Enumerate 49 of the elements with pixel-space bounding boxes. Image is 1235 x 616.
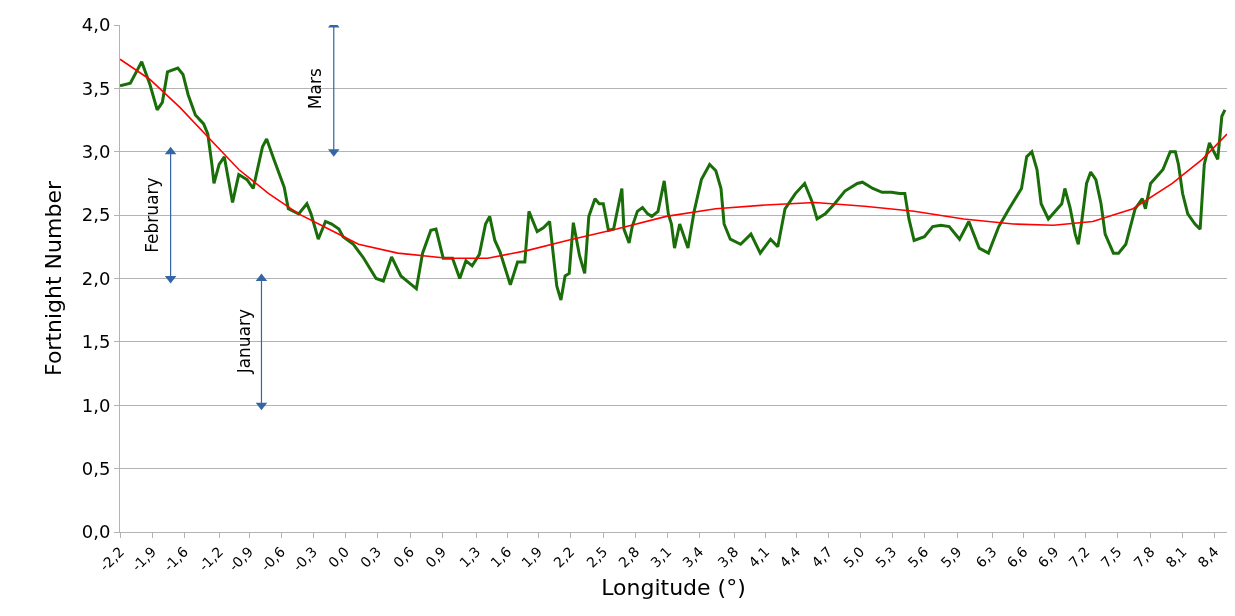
y-tick-label: 1,5	[81, 331, 111, 353]
x-tick-label: 3,1	[647, 543, 675, 571]
x-tick-label: 2,5	[583, 543, 611, 571]
y-axis-title: Fortnight Number	[40, 180, 66, 376]
x-tick-label: -2,2	[96, 543, 128, 575]
y-tick-label: 2,5	[81, 204, 111, 226]
x-tick-label: 8,4	[1194, 543, 1222, 571]
y-tick-label: 4,0	[81, 14, 111, 36]
x-axis-title: Longitude (°)	[601, 575, 746, 601]
x-tick-label: 4,4	[776, 543, 804, 571]
x-tick-label: -1,2	[195, 543, 227, 575]
x-tick-label: 5,6	[904, 543, 932, 571]
x-tick-label: -1,6	[160, 543, 192, 575]
x-tick-label: 6,9	[1034, 543, 1062, 571]
x-tick-label: 7,5	[1097, 543, 1125, 571]
x-tick-label: -0,3	[289, 543, 321, 575]
x-tick-label: 1,3	[456, 543, 484, 571]
x-tick-label: -0,9	[225, 543, 257, 575]
x-tick-label: 3,8	[714, 543, 742, 571]
annotation: January	[233, 308, 254, 375]
x-tick-label: 1,6	[487, 543, 515, 571]
y-tick-label: 0,0	[81, 521, 111, 543]
y-tick-label: 3,5	[81, 77, 111, 99]
x-tick-label: 2,2	[550, 543, 578, 571]
x-tick-label: 4,1	[745, 543, 773, 571]
x-tick-label: 8,1	[1162, 543, 1190, 571]
x-tick-label: 0,0	[325, 543, 353, 571]
x-tick-label: 0,9	[422, 543, 450, 571]
x-tick-label: -1,9	[128, 543, 160, 575]
x-tick-label: 0,6	[390, 543, 418, 571]
x-tick-label: 6,6	[1003, 543, 1031, 571]
x-tick-label: 5,3	[872, 543, 900, 571]
x-tick-label: 2,8	[615, 543, 643, 571]
y-tick-label: 1,0	[81, 394, 111, 416]
y-tick-label: 3,0	[81, 141, 111, 163]
x-tick-label: 3,4	[679, 543, 707, 571]
x-tick-label: 5,0	[840, 543, 868, 571]
x-tick-label: -0,6	[257, 543, 289, 575]
x-tick-label: 5,9	[937, 543, 965, 571]
x-tick-label: 7,8	[1130, 543, 1158, 571]
x-tick-label: 4,7	[808, 543, 836, 571]
annotation: February	[142, 177, 163, 253]
x-tick-label: 7,2	[1065, 543, 1093, 571]
x-tick-label: 6,3	[972, 543, 1000, 571]
annotation: Mars	[305, 68, 326, 110]
x-tick-label: 1,9	[518, 543, 546, 571]
x-tick-label: 0,3	[357, 543, 385, 571]
y-tick-label: 0,5	[81, 457, 111, 479]
y-tick-label: 2,0	[81, 267, 111, 289]
